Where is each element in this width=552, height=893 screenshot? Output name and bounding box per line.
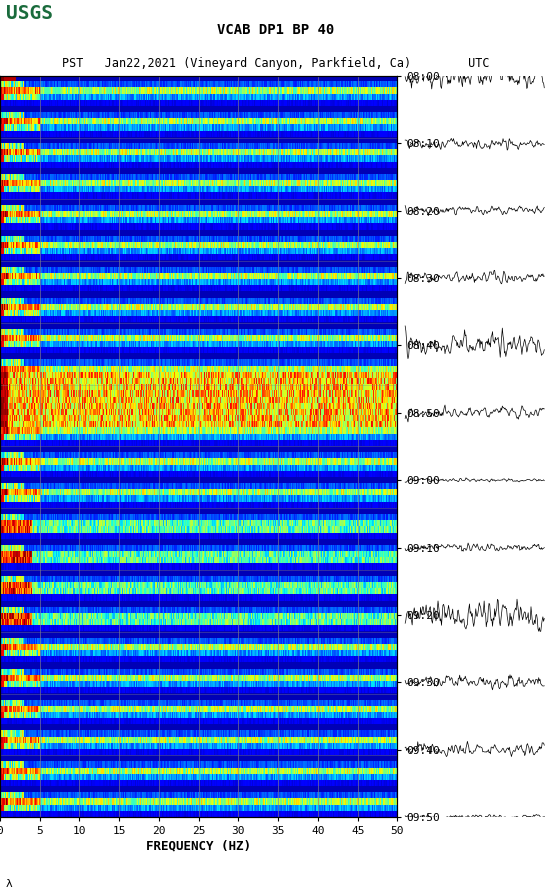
Text: λ: λ bbox=[6, 880, 12, 889]
Text: VCAB DP1 BP 40: VCAB DP1 BP 40 bbox=[217, 22, 335, 37]
Text: USGS: USGS bbox=[6, 4, 52, 23]
Text: PST   Jan22,2021 (Vineyard Canyon, Parkfield, Ca)        UTC: PST Jan22,2021 (Vineyard Canyon, Parkfie… bbox=[62, 57, 490, 70]
Text: FREQUENCY (HZ): FREQUENCY (HZ) bbox=[146, 839, 251, 853]
